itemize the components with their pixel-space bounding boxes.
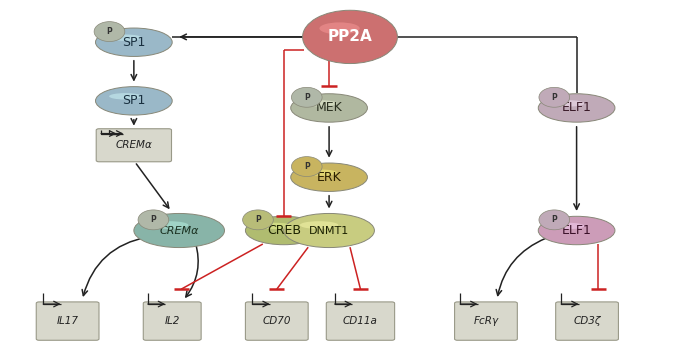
FancyBboxPatch shape [556,302,618,340]
Text: SP1: SP1 [122,95,146,107]
Ellipse shape [95,87,172,115]
Ellipse shape [284,213,374,248]
Ellipse shape [290,163,368,192]
Text: P: P [255,216,261,224]
Text: MEK: MEK [316,101,342,115]
Text: CD11a: CD11a [343,316,378,326]
Ellipse shape [109,34,141,41]
Ellipse shape [300,221,338,229]
Text: IL17: IL17 [57,316,78,326]
Ellipse shape [259,223,292,229]
Text: ERK: ERK [316,171,342,184]
Text: P: P [304,162,309,171]
Ellipse shape [552,100,584,107]
Text: ELF1: ELF1 [561,224,591,237]
Ellipse shape [94,21,125,42]
Text: IL2: IL2 [164,316,180,326]
Text: PP2A: PP2A [328,29,372,44]
Text: CD70: CD70 [262,316,291,326]
FancyBboxPatch shape [144,302,201,340]
Ellipse shape [539,87,570,107]
Ellipse shape [291,87,322,107]
Text: SP1: SP1 [122,36,146,49]
Ellipse shape [95,28,172,57]
FancyBboxPatch shape [36,302,99,340]
Ellipse shape [538,94,615,122]
Ellipse shape [109,93,141,100]
Ellipse shape [302,10,398,64]
Text: CD3ζ: CD3ζ [573,316,601,326]
Text: CREMα: CREMα [116,140,153,150]
Ellipse shape [134,213,225,248]
Ellipse shape [246,216,322,245]
Ellipse shape [319,23,360,34]
Text: DNMT1: DNMT1 [309,226,349,236]
FancyBboxPatch shape [246,302,308,340]
Text: P: P [552,93,557,102]
Ellipse shape [290,94,368,122]
Text: P: P [552,216,557,224]
Ellipse shape [552,223,584,229]
Ellipse shape [304,169,337,176]
Text: CREB: CREB [267,224,301,237]
Text: FcRγ: FcRγ [473,316,498,326]
Text: P: P [150,216,156,224]
Ellipse shape [291,156,322,176]
Text: P: P [106,27,112,36]
Ellipse shape [150,221,188,229]
FancyBboxPatch shape [96,129,172,162]
FancyBboxPatch shape [326,302,395,340]
Ellipse shape [138,210,169,230]
Ellipse shape [539,210,570,230]
Ellipse shape [304,100,337,107]
FancyBboxPatch shape [454,302,517,340]
Text: CREMα: CREMα [160,226,199,236]
Ellipse shape [538,216,615,245]
Ellipse shape [243,210,273,230]
Text: P: P [304,93,309,102]
Text: ELF1: ELF1 [561,101,591,115]
